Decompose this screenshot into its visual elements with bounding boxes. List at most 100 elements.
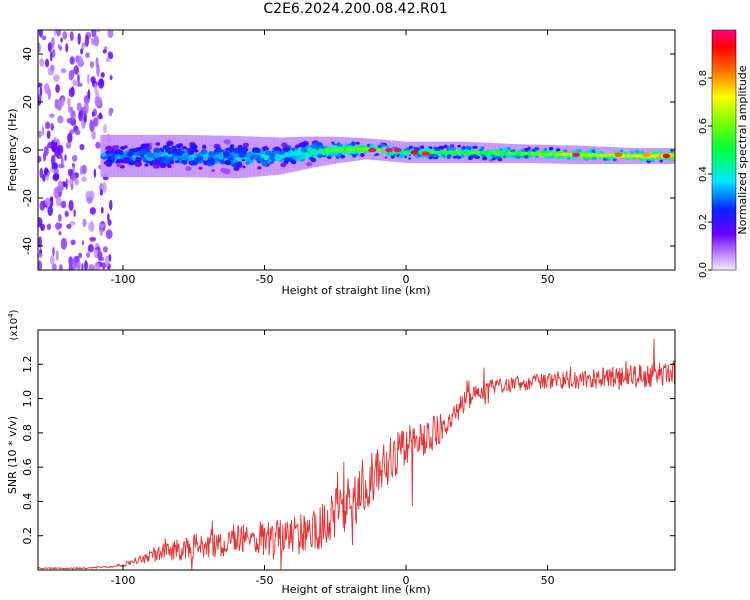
band-speckle [115, 161, 119, 164]
noise-blob [95, 30, 101, 33]
band-core [346, 148, 349, 151]
noise-blob [42, 151, 47, 162]
band-core [518, 152, 521, 156]
band-speckle [116, 155, 122, 159]
noise-blob [39, 58, 45, 67]
snr-background [38, 330, 675, 570]
band-core [658, 154, 662, 158]
band-speckle [315, 151, 320, 155]
band-core [656, 154, 659, 158]
noise-blob [81, 176, 87, 182]
noise-blob [89, 236, 97, 242]
band-speckle [457, 144, 462, 148]
noise-blob [65, 178, 68, 190]
band-core [472, 151, 476, 155]
colorbar-frame [711, 29, 737, 271]
noise-blob [67, 132, 73, 143]
band-speckle [306, 162, 312, 167]
noise-blob [54, 151, 60, 158]
band-speckle [451, 147, 457, 151]
band-speckle [496, 156, 501, 160]
band-core [531, 152, 535, 156]
band-speckle [202, 145, 207, 149]
band-core [506, 151, 510, 155]
band-core [380, 148, 383, 152]
band-core [547, 152, 551, 156]
band-core [366, 147, 369, 151]
noise-blob [71, 109, 75, 116]
snr-x-axis-label: Height of straight line (km) [281, 583, 430, 596]
band-speckle [170, 161, 175, 165]
band-speckle [634, 149, 640, 154]
band-speckle [346, 152, 351, 156]
band-core [606, 153, 610, 157]
band-speckle [127, 150, 135, 157]
band-speckle [242, 142, 249, 148]
noise-blob [82, 164, 87, 175]
noise-blob [64, 210, 69, 218]
band-core [325, 149, 329, 153]
noise-blob [46, 130, 51, 140]
noise-blob [41, 35, 47, 41]
band-core [337, 148, 340, 152]
band-core [441, 150, 444, 154]
band-speckle [419, 145, 425, 149]
noise-blob [66, 223, 72, 229]
noise-blob [64, 154, 67, 162]
band-speckle [520, 148, 526, 153]
band-speckle [465, 145, 471, 150]
band-speckle [641, 151, 645, 154]
band-core [570, 153, 573, 157]
band-speckle [135, 157, 142, 163]
band-core [341, 148, 345, 152]
noise-blob [47, 205, 53, 216]
colorbar-ticks: 0.0 0.2 0.4 0.6 0.8 [698, 70, 712, 278]
band-speckle [154, 148, 161, 153]
spectrogram-plot-area [38, 30, 675, 270]
band-speckle [274, 146, 279, 151]
band-speckle [202, 157, 207, 161]
band-speckle [147, 153, 154, 158]
band-speckle [166, 140, 174, 147]
noise-blob [51, 162, 58, 170]
noise-blob [91, 111, 95, 117]
noise-blob [103, 124, 107, 134]
spectral-peak [614, 152, 623, 157]
noise-blob [69, 221, 76, 226]
noise-blob [97, 78, 105, 89]
band-core [631, 154, 634, 158]
band-speckle [263, 154, 269, 159]
band-speckle [261, 160, 269, 167]
noise-blob [52, 246, 55, 257]
noise-blob [71, 173, 76, 182]
band-core [529, 152, 533, 156]
band-core [348, 147, 351, 151]
band-speckle [480, 146, 485, 150]
band-core [543, 152, 546, 156]
band-core [586, 153, 589, 157]
noise-blob [87, 244, 94, 253]
band-core [554, 152, 557, 156]
band-core [629, 154, 632, 158]
band-speckle [283, 157, 290, 163]
band-speckle [434, 156, 439, 160]
band-core [475, 151, 478, 155]
band-core [622, 154, 625, 158]
band-core [633, 154, 637, 158]
band-speckle [453, 155, 457, 159]
band-speckle [294, 153, 299, 156]
noise-blob [62, 31, 68, 40]
noise-blob [56, 30, 61, 37]
spectrogram-axes: -100 -50 0 50 -40 -20 0 20 40 [21, 30, 675, 286]
band-core [454, 150, 458, 154]
band-speckle [501, 148, 506, 152]
noise-blob [38, 82, 43, 88]
band-speckle [352, 154, 357, 158]
band-core [450, 150, 453, 154]
band-core [561, 153, 564, 156]
band-speckle [208, 152, 214, 157]
noise-blob [89, 61, 95, 69]
band-core [447, 150, 451, 154]
band-core [484, 151, 487, 155]
noise-blob [74, 256, 80, 263]
